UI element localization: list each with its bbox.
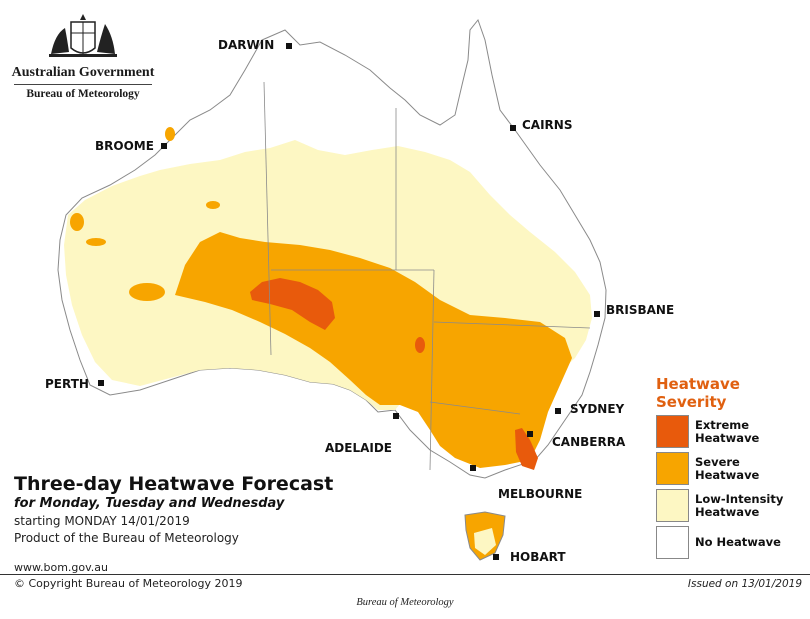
severe-spot-wa xyxy=(129,283,165,301)
forecast-start-date: starting MONDAY 14/01/2019 xyxy=(14,514,190,528)
legend-label-low: Low-Intensity Heatwave xyxy=(695,491,784,519)
city-label-canberra: CANBERRA xyxy=(552,435,626,449)
severe-spot-pilbara xyxy=(86,238,106,246)
agency-name: Bureau of Meteorology xyxy=(14,84,152,100)
city-label-brisbane: BRISBANE xyxy=(606,303,675,317)
legend-label-severe: Severe Heatwave xyxy=(695,454,760,482)
marker-sydney xyxy=(555,408,561,414)
legend-swatch-severe xyxy=(656,452,689,485)
coat-of-arms-icon xyxy=(49,14,117,57)
city-label-darwin: DARWIN xyxy=(218,38,275,52)
marker-darwin xyxy=(286,43,292,49)
legend-item-none: No Heatwave xyxy=(656,526,806,559)
extreme-heatwave-zone-nsw xyxy=(515,428,538,470)
title-block: Three-day Heatwave Forecast for Monday, … xyxy=(14,473,333,545)
legend-swatch-none xyxy=(656,526,689,559)
extreme-heatwave-zone-central xyxy=(250,278,335,330)
city-label-broome: BROOME xyxy=(95,139,154,153)
image-caption: Bureau of Meteorology xyxy=(356,597,454,608)
website-link[interactable]: www.bom.gov.au xyxy=(14,561,108,574)
marker-brisbane xyxy=(594,311,600,317)
state-borders xyxy=(263,81,591,471)
marker-perth xyxy=(98,380,104,386)
forecast-product: Product of the Bureau of Meteorology xyxy=(14,531,239,545)
marker-cairns xyxy=(510,125,516,131)
legend-title-line1: Heatwave xyxy=(656,375,740,393)
tasmania-low-zone xyxy=(474,528,496,555)
city-label-adelaide: ADELAIDE xyxy=(325,441,393,455)
forecast-days: for Monday, Tuesday and Wednesday xyxy=(14,496,285,511)
marker-adelaide xyxy=(393,413,399,419)
legend-swatch-low xyxy=(656,489,689,522)
government-logo: Australian Government Bureau of Meteorol… xyxy=(8,8,158,100)
city-label-cairns: CAIRNS xyxy=(522,118,573,132)
legend-label-extreme: Extreme Heatwave xyxy=(695,417,760,445)
legend-label-none: No Heatwave xyxy=(695,535,781,549)
extreme-spot-sa xyxy=(415,337,425,353)
marker-broome xyxy=(161,143,167,149)
legend-swatch-extreme xyxy=(656,415,689,448)
severe-spot-broome xyxy=(165,127,175,141)
city-label-melbourne: MELBOURNE xyxy=(498,487,583,501)
marker-canberra xyxy=(527,431,533,437)
legend-item-severe: Severe Heatwave xyxy=(656,452,806,485)
severe-spot-kimberley xyxy=(206,201,220,209)
issued-date: Issued on 13/01/2019 xyxy=(687,578,802,590)
legend: Heatwave Severity Extreme Heatwave Sever… xyxy=(656,375,806,559)
copyright-notice: © Copyright Bureau of Meteorology 2019 xyxy=(14,577,243,590)
legend-item-low: Low-Intensity Heatwave xyxy=(656,489,806,522)
city-label-hobart: HOBART xyxy=(510,550,566,564)
severe-spot-coast xyxy=(70,213,84,231)
marker-hobart xyxy=(493,554,499,560)
city-label-sydney: SYDNEY xyxy=(570,402,625,416)
city-label-perth: PERTH xyxy=(45,377,89,391)
legend-item-extreme: Extreme Heatwave xyxy=(656,415,806,448)
footer-divider xyxy=(0,574,810,575)
legend-title-line2: Severity xyxy=(656,393,727,411)
marker-melbourne xyxy=(470,465,476,471)
government-name: Australian Government xyxy=(11,65,155,80)
city-markers xyxy=(98,43,600,560)
forecast-title: Three-day Heatwave Forecast xyxy=(14,473,334,495)
